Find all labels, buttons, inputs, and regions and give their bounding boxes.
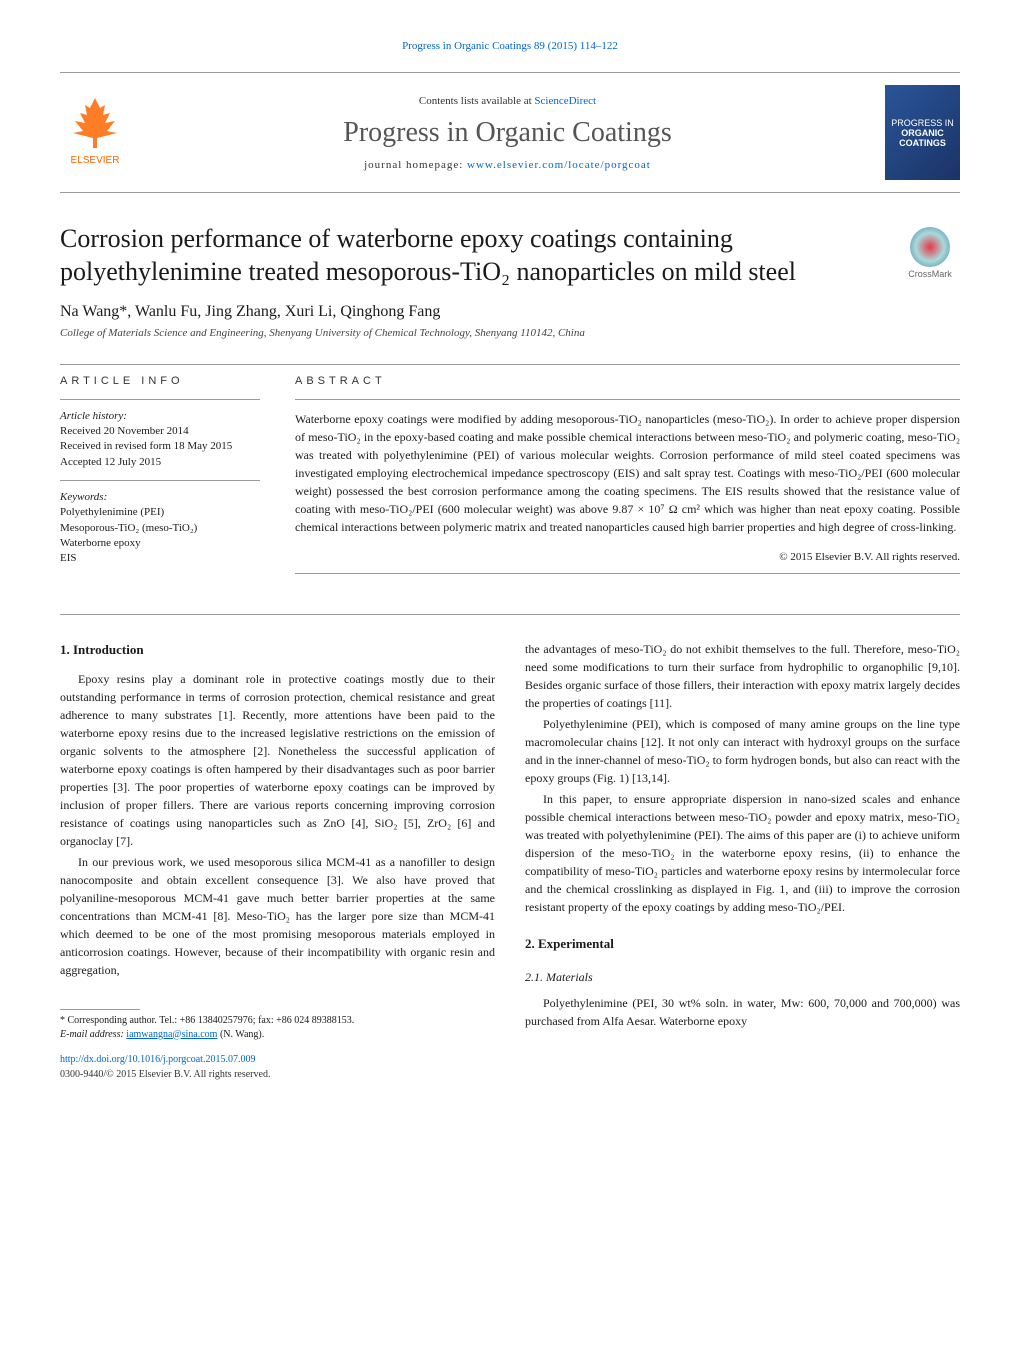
abstract-block: ABSTRACT Waterborne epoxy coatings were … (295, 375, 960, 584)
abstract-divider-1 (295, 399, 960, 400)
footnote-rule (60, 1009, 140, 1010)
contents-prefix: Contents lists available at (419, 95, 534, 107)
abstract-text: Waterborne epoxy coatings were modified … (295, 410, 960, 536)
para: Polyethylenimine (PEI), which is compose… (525, 715, 960, 787)
article-title: Corrosion performance of waterborne epox… (60, 223, 880, 288)
journal-header: ELSEVIER Contents lists available at Sci… (60, 72, 960, 193)
email-suffix: (N. Wang). (217, 1029, 264, 1040)
keyword: EIS (60, 551, 260, 566)
crossmark-badge[interactable]: CrossMark (900, 223, 960, 283)
column-left: 1. Introduction Epoxy resins play a domi… (60, 640, 495, 1082)
crossmark-label: CrossMark (908, 269, 952, 279)
para: the advantages of meso-TiO₂ do not exhib… (525, 640, 960, 712)
para: Epoxy resins play a dominant role in pro… (60, 670, 495, 850)
title-row: Corrosion performance of waterborne epox… (60, 223, 960, 288)
para: In this paper, to ensure appropriate dis… (525, 790, 960, 916)
divider-body (60, 614, 960, 615)
doi-link[interactable]: http://dx.doi.org/10.1016/j.porgcoat.201… (60, 1052, 495, 1067)
citation-header: Progress in Organic Coatings 89 (2015) 1… (60, 40, 960, 52)
keywords-label: Keywords: (60, 491, 260, 503)
authors-line: Na Wang*, Wanlu Fu, Jing Zhang, Xuri Li,… (60, 303, 960, 321)
cover-text-main: ORGANIC (901, 128, 944, 138)
footnote-block: * Corresponding author. Tel.: +86 138402… (60, 1009, 495, 1082)
contents-available-line: Contents lists available at ScienceDirec… (130, 95, 885, 107)
affiliation: College of Materials Science and Enginee… (60, 327, 960, 339)
cover-text-bottom: COATINGS (899, 138, 946, 148)
section-2-1-heading: 2.1. Materials (525, 968, 960, 986)
abstract-heading: ABSTRACT (295, 375, 960, 387)
keyword: Polyethylenimine (PEI) (60, 505, 260, 520)
crossmark-icon (910, 227, 950, 267)
info-divider-1 (60, 399, 260, 400)
email-label: E-mail address: (60, 1029, 126, 1040)
info-abstract-row: ARTICLE INFO Article history: Received 2… (60, 375, 960, 584)
journal-center-block: Contents lists available at ScienceDirec… (130, 95, 885, 171)
elsevier-tree-icon (65, 93, 125, 153)
cover-text-top: PROGRESS IN (891, 118, 954, 128)
history-line: Received in revised form 18 May 2015 (60, 439, 260, 454)
corresponding-line-1: * Corresponding author. Tel.: +86 138402… (60, 1014, 495, 1028)
history-line: Received 20 November 2014 (60, 424, 260, 439)
history-label: Article history: (60, 410, 260, 422)
section-2-heading: 2. Experimental (525, 934, 960, 954)
section-1-heading: 1. Introduction (60, 640, 495, 660)
info-divider-2 (60, 480, 260, 481)
article-info-heading: ARTICLE INFO (60, 375, 260, 387)
corresponding-email-link[interactable]: iamwangna@sina.com (126, 1029, 217, 1040)
abstract-copyright: © 2015 Elsevier B.V. All rights reserved… (295, 551, 960, 563)
history-line: Accepted 12 July 2015 (60, 455, 260, 470)
keyword: Waterborne epoxy (60, 536, 260, 551)
abstract-divider-2 (295, 573, 960, 574)
body-columns: 1. Introduction Epoxy resins play a domi… (60, 640, 960, 1082)
journal-cover-thumbnail: PROGRESS IN ORGANIC COATINGS (885, 85, 960, 180)
column-right: the advantages of meso-TiO₂ do not exhib… (525, 640, 960, 1082)
homepage-prefix: journal homepage: (364, 159, 467, 171)
divider-top (60, 364, 960, 365)
sciencedirect-link[interactable]: ScienceDirect (534, 95, 596, 107)
elsevier-label: ELSEVIER (71, 155, 120, 166)
homepage-link[interactable]: www.elsevier.com/locate/porgcoat (467, 159, 651, 171)
homepage-line: journal homepage: www.elsevier.com/locat… (130, 159, 885, 171)
elsevier-logo: ELSEVIER (60, 93, 130, 173)
journal-name: Progress in Organic Coatings (130, 117, 885, 149)
keyword: Mesoporous-TiO₂ (meso-TiO₂) (60, 521, 260, 536)
corresponding-line-2: E-mail address: iamwangna@sina.com (N. W… (60, 1028, 495, 1042)
issn-line: 0300-9440/© 2015 Elsevier B.V. All right… (60, 1067, 495, 1082)
para: In our previous work, we used mesoporous… (60, 853, 495, 979)
para: Polyethylenimine (PEI, 30 wt% soln. in w… (525, 994, 960, 1030)
article-info-block: ARTICLE INFO Article history: Received 2… (60, 375, 260, 584)
